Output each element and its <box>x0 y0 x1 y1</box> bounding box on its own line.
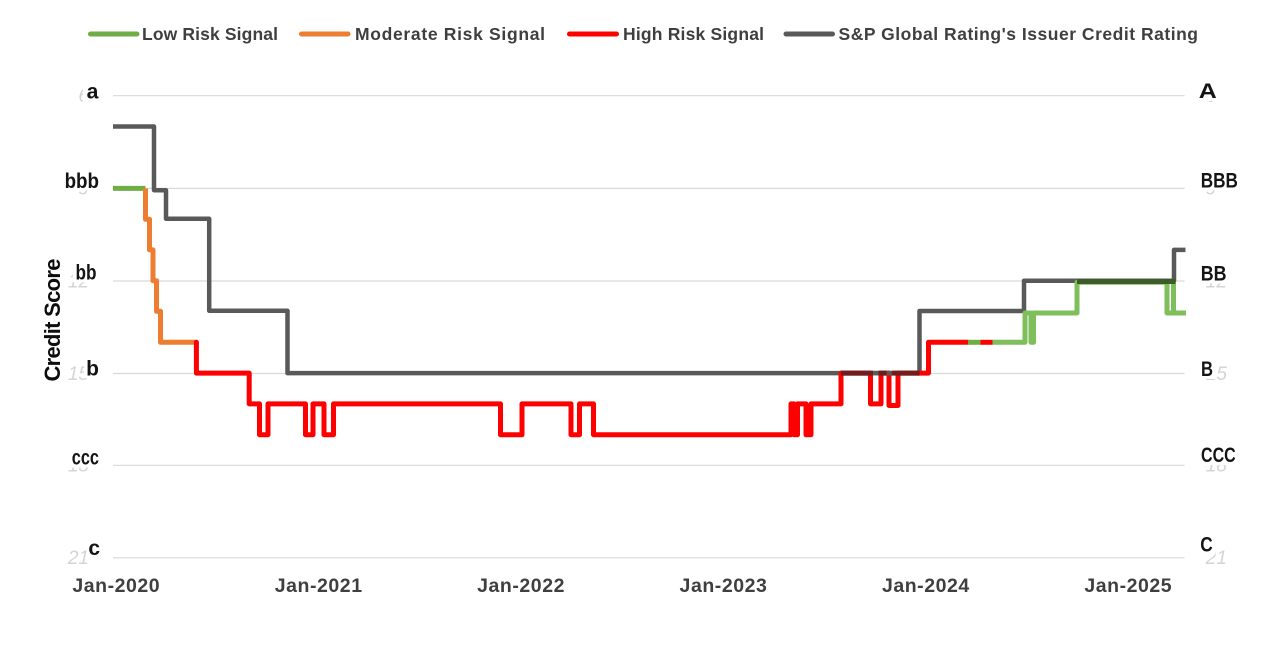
svg-text:Moderate Risk Signal: Moderate Risk Signal <box>355 24 545 44</box>
svg-text:C: C <box>1200 534 1213 557</box>
svg-text:b: b <box>86 357 99 380</box>
svg-text:bb: bb <box>76 261 97 284</box>
svg-text:Jan-2022: Jan-2022 <box>477 575 564 597</box>
svg-text:S&P Global Rating's Issuer Cre: S&P Global Rating's Issuer Credit Rating <box>839 24 1199 44</box>
svg-text:BBB: BBB <box>1201 170 1238 193</box>
svg-text:c: c <box>88 537 100 560</box>
svg-text:Jan-2023: Jan-2023 <box>680 575 767 597</box>
svg-text:High Risk Signal: High Risk Signal <box>623 24 764 44</box>
svg-text:A: A <box>1199 80 1217 103</box>
svg-text:B: B <box>1201 358 1213 381</box>
svg-text:ccc: ccc <box>72 447 99 470</box>
svg-text:Jan-2025: Jan-2025 <box>1084 575 1171 597</box>
svg-text:Jan-2020: Jan-2020 <box>72 575 159 597</box>
svg-text:Low Risk Signal: Low Risk Signal <box>142 24 278 44</box>
svg-text:bbb: bbb <box>65 170 99 193</box>
svg-text:BB: BB <box>1201 263 1227 286</box>
svg-text:a: a <box>87 81 99 104</box>
svg-text:Credit Score: Credit Score <box>40 259 65 382</box>
svg-text:Jan-2021: Jan-2021 <box>275 575 362 597</box>
svg-text:Jan-2024: Jan-2024 <box>882 575 969 597</box>
svg-text:CCC: CCC <box>1201 444 1236 467</box>
svg-text:21: 21 <box>67 548 89 569</box>
